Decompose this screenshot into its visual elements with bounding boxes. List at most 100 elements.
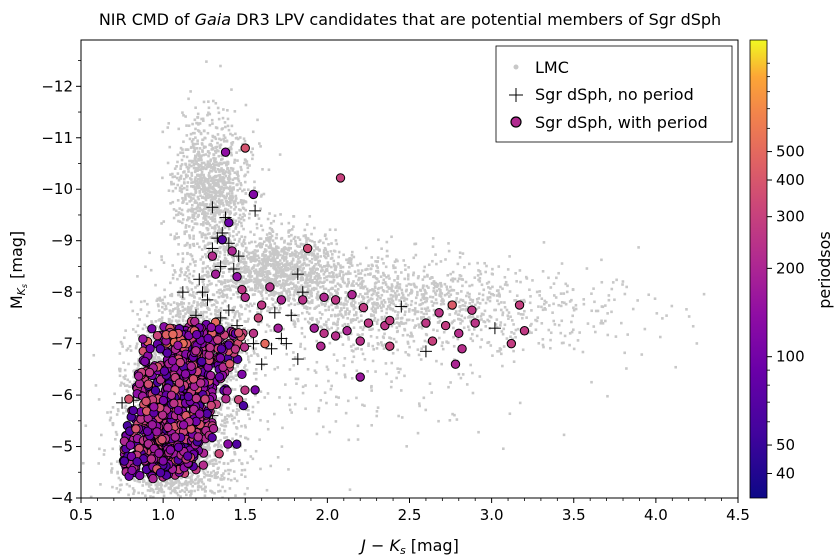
lmc-point <box>220 431 224 435</box>
lmc-point <box>181 305 184 309</box>
lmc-point <box>129 300 133 304</box>
lmc-point <box>193 131 196 135</box>
lmc-point <box>193 222 197 226</box>
lmc-point <box>213 159 216 163</box>
lmc-point <box>221 474 224 478</box>
lmc-point <box>214 170 218 174</box>
lmc-point <box>218 228 221 231</box>
lmc-point <box>220 267 224 270</box>
lmc-point <box>239 217 243 221</box>
lmc-point <box>192 163 196 167</box>
lmc-point <box>144 265 147 269</box>
lmc-point <box>227 323 230 327</box>
lmc-point <box>131 487 135 490</box>
lmc-point <box>175 320 179 323</box>
lmc-point <box>170 292 174 296</box>
lmc-point <box>211 190 214 194</box>
lmc-point <box>205 310 208 314</box>
lmc-point <box>257 290 260 293</box>
lmc-point <box>201 212 204 215</box>
lmc-point <box>190 314 194 318</box>
lmc-point <box>246 338 250 342</box>
lmc-point <box>131 383 134 386</box>
lmc-point <box>223 436 226 440</box>
lmc-point <box>243 327 246 330</box>
lmc-point <box>216 387 220 391</box>
lmc-point <box>162 490 166 494</box>
lmc-point <box>206 192 209 196</box>
lmc-point <box>205 304 209 307</box>
lmc-point <box>192 193 196 197</box>
lmc-point <box>246 461 249 465</box>
lmc-point <box>228 402 232 405</box>
lmc-point <box>209 471 213 474</box>
plot-area <box>82 60 706 498</box>
lmc-point <box>109 416 113 420</box>
lmc-point <box>180 184 183 188</box>
lmc-point <box>181 257 185 261</box>
lmc-point <box>197 459 200 463</box>
lmc-point <box>197 197 200 201</box>
lmc-point <box>235 378 238 382</box>
lmc-point <box>126 347 130 350</box>
lmc-point <box>236 365 240 368</box>
lmc-point <box>221 485 224 489</box>
lmc-point <box>218 209 221 212</box>
lmc-point <box>222 161 225 165</box>
lmc-point <box>193 482 197 485</box>
lmc-point <box>224 181 227 185</box>
lmc-point <box>184 173 188 177</box>
lmc-point <box>221 400 224 404</box>
lmc-point <box>211 165 215 169</box>
lmc-point <box>241 202 244 206</box>
lmc-point <box>231 181 235 185</box>
lmc-point <box>169 294 172 297</box>
lmc-point <box>220 413 223 416</box>
lmc-point <box>175 236 178 240</box>
lmc-point <box>191 193 194 196</box>
lmc-point <box>222 176 226 180</box>
lmc-point <box>207 181 210 185</box>
lmc-point <box>226 192 229 196</box>
lmc-point <box>207 222 211 225</box>
lmc-point <box>206 162 210 166</box>
lmc-point <box>223 209 226 213</box>
lmc-point <box>218 489 222 493</box>
lmc-point <box>226 200 230 204</box>
lmc-point <box>229 201 232 205</box>
lmc-point <box>194 168 198 172</box>
lmc-point <box>216 443 220 447</box>
lmc-point <box>219 478 223 481</box>
lmc-point <box>202 119 205 122</box>
lmc-point <box>237 230 241 234</box>
lmc-point <box>180 483 184 487</box>
lmc-point <box>229 478 233 482</box>
lmc-point <box>213 169 216 172</box>
lmc-point <box>203 273 206 277</box>
lmc-point <box>217 149 220 153</box>
lmc-point <box>214 196 217 200</box>
lmc-point <box>84 424 88 428</box>
lmc-point <box>141 366 145 369</box>
lmc-point <box>210 118 214 122</box>
lmc-point <box>200 182 203 186</box>
lmc-point <box>194 159 197 162</box>
lmc-point <box>211 179 215 183</box>
lmc-point <box>197 312 201 316</box>
lmc-point <box>160 490 163 494</box>
lmc-point <box>222 137 225 141</box>
lmc-point <box>251 157 254 161</box>
chart-title: NIR CMD of Gaia DR3 LPV candidates that … <box>99 10 721 29</box>
lmc-point <box>217 183 220 187</box>
lmc-point <box>223 136 227 140</box>
lmc-point <box>118 367 121 371</box>
lmc-point <box>207 174 211 177</box>
lmc-point <box>199 310 203 314</box>
lmc-point <box>131 328 135 331</box>
lmc-point <box>206 196 210 199</box>
lmc-point <box>205 214 208 218</box>
lmc-point <box>219 216 222 220</box>
lmc-point <box>204 163 207 167</box>
lmc-point <box>224 196 228 200</box>
lmc-point <box>237 240 241 243</box>
